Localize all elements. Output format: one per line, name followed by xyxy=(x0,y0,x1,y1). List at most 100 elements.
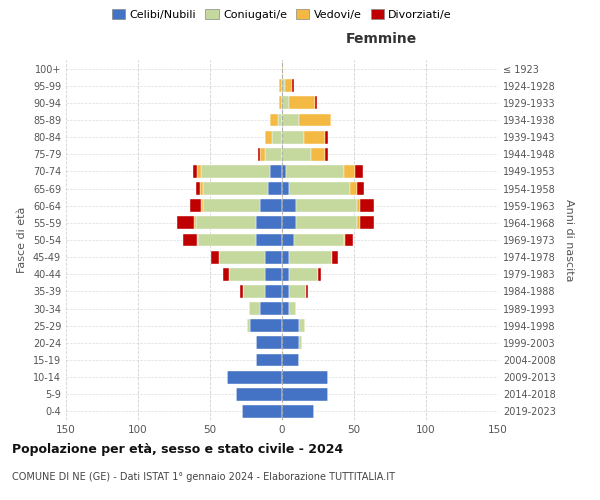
Bar xyxy=(260,200,282,212)
Bar xyxy=(315,96,317,110)
Bar xyxy=(282,114,299,126)
Bar xyxy=(282,285,289,298)
Bar xyxy=(190,200,202,212)
Bar xyxy=(296,200,357,212)
Bar xyxy=(177,216,194,230)
Bar xyxy=(194,216,196,230)
Bar xyxy=(282,200,296,212)
Bar xyxy=(256,354,282,366)
Bar xyxy=(355,165,362,178)
Bar xyxy=(247,320,250,332)
Bar xyxy=(256,336,282,349)
Bar xyxy=(282,148,311,160)
Bar xyxy=(282,234,293,246)
Bar xyxy=(279,96,282,110)
Bar xyxy=(197,165,202,178)
Bar xyxy=(289,96,315,110)
Bar xyxy=(282,62,283,75)
Bar xyxy=(200,182,203,195)
Bar xyxy=(203,182,268,195)
Bar xyxy=(223,268,229,280)
Bar xyxy=(296,216,357,230)
Bar xyxy=(236,388,282,400)
Bar xyxy=(344,165,355,178)
Bar xyxy=(325,130,328,143)
Bar xyxy=(357,182,364,195)
Bar xyxy=(299,114,331,126)
Bar xyxy=(227,370,282,384)
Bar xyxy=(282,250,289,264)
Bar xyxy=(357,216,360,230)
Bar xyxy=(282,336,299,349)
Bar xyxy=(196,216,256,230)
Bar xyxy=(242,405,282,418)
Bar xyxy=(202,200,203,212)
Bar xyxy=(282,182,289,195)
Bar xyxy=(289,250,332,264)
Legend: Celibi/Nubili, Coniugati/e, Vedovi/e, Divorziati/e: Celibi/Nubili, Coniugati/e, Vedovi/e, Di… xyxy=(107,4,457,24)
Bar xyxy=(250,320,282,332)
Y-axis label: Fasce di età: Fasce di età xyxy=(17,207,27,273)
Bar xyxy=(282,268,289,280)
Bar xyxy=(282,320,299,332)
Bar xyxy=(256,234,282,246)
Bar xyxy=(344,234,346,246)
Bar xyxy=(346,234,353,246)
Bar xyxy=(282,216,296,230)
Bar xyxy=(350,182,357,195)
Bar xyxy=(282,405,314,418)
Bar xyxy=(211,250,218,264)
Bar xyxy=(193,165,197,178)
Bar xyxy=(285,80,292,92)
Bar xyxy=(265,148,282,160)
Bar xyxy=(304,130,325,143)
Bar xyxy=(260,302,282,315)
Bar xyxy=(282,96,289,110)
Bar xyxy=(282,130,304,143)
Bar xyxy=(265,268,282,280)
Bar xyxy=(256,216,282,230)
Bar xyxy=(289,268,318,280)
Bar xyxy=(282,370,328,384)
Bar xyxy=(311,148,325,160)
Bar xyxy=(278,114,282,126)
Bar xyxy=(293,234,344,246)
Bar xyxy=(271,114,278,126)
Bar xyxy=(299,320,305,332)
Text: Femmine: Femmine xyxy=(346,32,417,46)
Bar xyxy=(282,165,286,178)
Bar xyxy=(360,200,374,212)
Bar xyxy=(243,285,265,298)
Bar xyxy=(289,285,307,298)
Bar xyxy=(197,234,199,246)
Bar xyxy=(282,302,289,315)
Bar xyxy=(257,148,260,160)
Bar xyxy=(307,285,308,298)
Bar xyxy=(286,165,344,178)
Bar xyxy=(289,182,350,195)
Bar xyxy=(289,302,296,315)
Bar xyxy=(282,80,285,92)
Bar xyxy=(240,285,243,298)
Bar xyxy=(265,285,282,298)
Bar xyxy=(279,80,282,92)
Bar xyxy=(282,388,328,400)
Bar xyxy=(268,182,282,195)
Bar xyxy=(299,336,302,349)
Bar xyxy=(203,200,260,212)
Bar xyxy=(260,148,265,160)
Bar xyxy=(318,268,321,280)
Bar xyxy=(357,200,360,212)
Bar xyxy=(360,216,374,230)
Y-axis label: Anni di nascita: Anni di nascita xyxy=(564,198,574,281)
Bar xyxy=(271,165,282,178)
Bar xyxy=(249,302,260,315)
Bar xyxy=(182,234,197,246)
Bar xyxy=(218,250,265,264)
Text: Popolazione per età, sesso e stato civile - 2024: Popolazione per età, sesso e stato civil… xyxy=(12,442,343,456)
Bar xyxy=(282,354,299,366)
Bar xyxy=(202,165,271,178)
Bar xyxy=(265,250,282,264)
Bar xyxy=(196,182,200,195)
Bar xyxy=(272,130,282,143)
